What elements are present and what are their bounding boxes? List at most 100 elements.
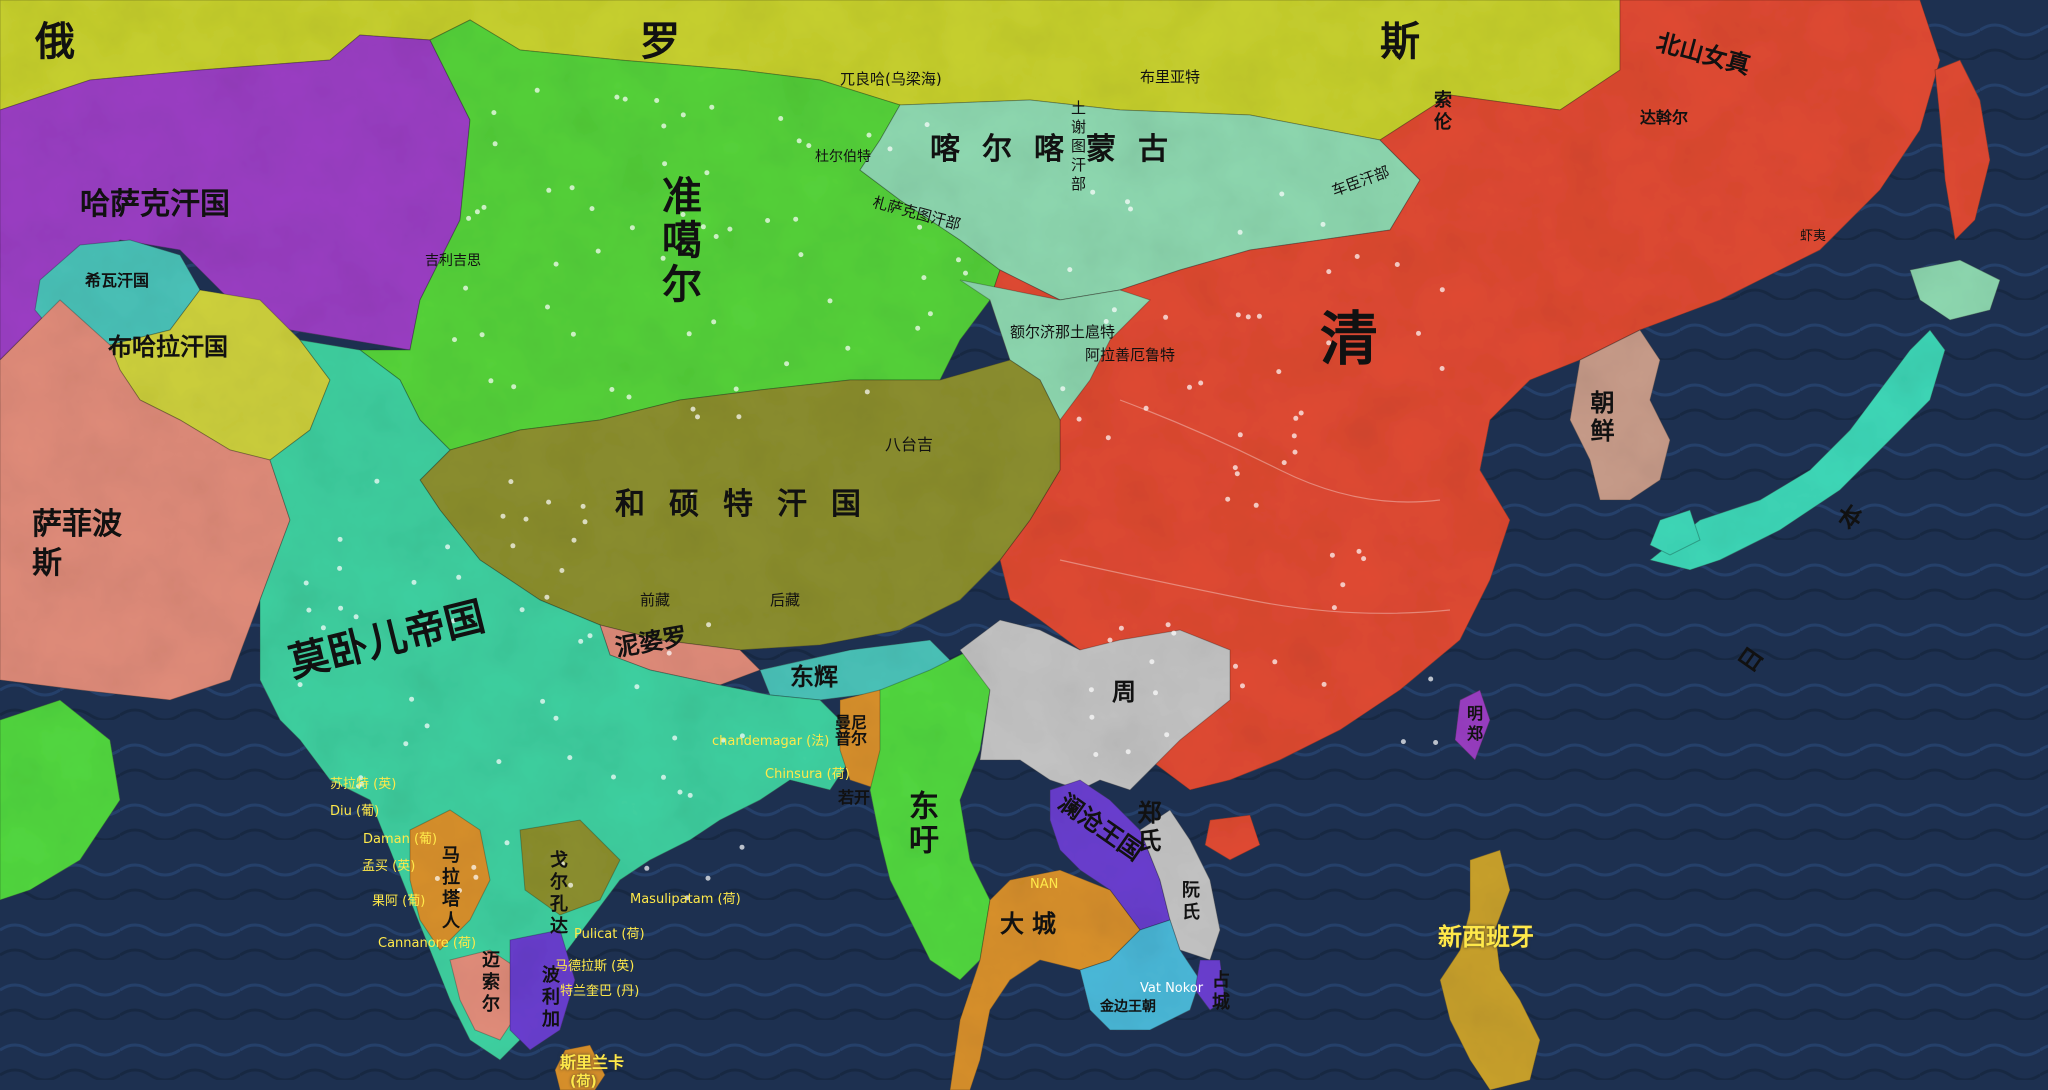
city-dot	[1416, 330, 1421, 336]
city-dot	[479, 332, 485, 338]
city-dot	[358, 775, 364, 781]
city-dot	[510, 543, 516, 549]
city-dot	[1111, 307, 1117, 313]
region-philippines[interactable]	[1439, 849, 1541, 1090]
label-alashan: 阿拉善厄鲁特	[1085, 346, 1176, 364]
city-dot	[320, 625, 326, 631]
label-hokkaido-note: 虾夷	[1800, 229, 1827, 244]
city-dot	[927, 311, 933, 317]
label-tibet-front: 前藏	[640, 591, 671, 609]
region-arabia[interactable]	[0, 699, 121, 901]
city-dot	[297, 682, 303, 688]
region-mughal[interactable]	[259, 339, 851, 1061]
city-dot	[798, 252, 804, 258]
city-dot	[1281, 460, 1287, 466]
city-dot	[654, 98, 660, 103]
city-dot	[686, 331, 692, 337]
city-dot	[720, 737, 726, 743]
city-dot	[1439, 287, 1445, 293]
city-dot	[736, 414, 742, 420]
label-urianghai: 兀良哈(乌梁海)	[840, 70, 942, 88]
region-srilanka[interactable]	[554, 1044, 606, 1090]
city-dot	[337, 565, 343, 571]
city-dot	[559, 568, 565, 573]
region-japan-kyushu[interactable]	[1649, 509, 1701, 556]
city-dot	[540, 698, 546, 704]
city-dot	[845, 345, 851, 351]
city-dot	[1326, 269, 1332, 275]
city-dot	[403, 741, 409, 747]
city-dot	[765, 218, 771, 223]
city-dot	[1164, 732, 1170, 738]
label-kokonor: 八台吉	[885, 435, 934, 454]
city-dot	[956, 257, 961, 263]
region-sakhalin[interactable]	[1934, 59, 1991, 242]
city-dot	[1088, 687, 1094, 693]
region-alashan[interactable]	[959, 279, 1151, 421]
city-dot	[488, 378, 494, 384]
region-taiwan[interactable]	[1454, 689, 1491, 761]
city-dot	[706, 622, 712, 628]
region-maratha[interactable]	[409, 809, 491, 951]
city-dot	[1354, 254, 1360, 259]
region-travancore[interactable]	[509, 929, 576, 1051]
city-dot	[569, 185, 575, 191]
region-ayutthaya[interactable]	[949, 869, 1141, 1090]
label-manipur: 曼尼普尔	[835, 713, 868, 748]
label-taungoo: 东吁	[903, 790, 938, 858]
city-dot	[806, 143, 812, 149]
city-dot	[661, 123, 667, 129]
city-dot	[452, 337, 457, 343]
region-hainan[interactable]	[1204, 814, 1261, 861]
city-dot	[1276, 369, 1282, 375]
city-dot	[704, 170, 710, 176]
label-srilanka: 斯里兰卡	[560, 1053, 625, 1072]
city-dot	[1279, 191, 1285, 197]
city-dot	[570, 331, 576, 337]
city-dot	[1118, 625, 1124, 631]
label-dai-viet: 郑氏	[1133, 800, 1162, 856]
city-dot	[796, 138, 802, 144]
region-golconda[interactable]	[519, 819, 621, 916]
city-dot	[662, 161, 668, 167]
label-maratha: 马拉塔人	[439, 845, 460, 933]
label-golconda: 戈尔孔达	[547, 850, 568, 938]
label-nguyen: 阮氏	[1179, 880, 1200, 924]
city-dot	[1107, 637, 1113, 643]
city-dot	[666, 650, 672, 656]
city-dot	[553, 261, 559, 267]
label-safavid: 萨菲波斯	[32, 507, 122, 581]
colony-masulipatam: Masulipatam (荷)	[630, 892, 741, 907]
label-bukhara: 布哈拉汗国	[108, 332, 228, 361]
city-dot	[739, 844, 745, 850]
city-dot	[915, 325, 921, 331]
city-dot	[689, 489, 694, 495]
region-nguyen[interactable]	[1139, 809, 1221, 961]
city-dot	[492, 141, 498, 147]
city-dot	[680, 112, 686, 118]
city-dot	[1232, 465, 1238, 471]
city-dot	[921, 275, 927, 281]
city-dot	[700, 224, 706, 230]
city-dot	[1089, 714, 1095, 720]
city-dot	[1076, 416, 1082, 422]
region-dai-viet[interactable]	[959, 619, 1231, 791]
city-dot	[409, 696, 415, 702]
city-dot	[1433, 740, 1439, 745]
city-dot	[1198, 380, 1204, 386]
region-champa[interactable]	[1194, 959, 1226, 1011]
label-suolun: 索伦	[1431, 90, 1452, 134]
city-dot	[411, 579, 417, 585]
city-dot	[1439, 366, 1445, 371]
region-ezo[interactable]	[1909, 259, 2001, 321]
city-dot	[589, 206, 595, 212]
colony-goa: 果阿 (葡)	[372, 894, 426, 909]
city-dot	[677, 789, 683, 795]
city-dot	[1321, 681, 1327, 687]
city-dot	[1394, 262, 1400, 267]
city-dot	[684, 895, 690, 901]
region-joseon[interactable]	[1569, 329, 1671, 501]
city-dot	[587, 633, 593, 639]
label-tibet-back: 后藏	[770, 591, 801, 609]
colony-cannanore: Cannanore (荷)	[378, 936, 477, 951]
